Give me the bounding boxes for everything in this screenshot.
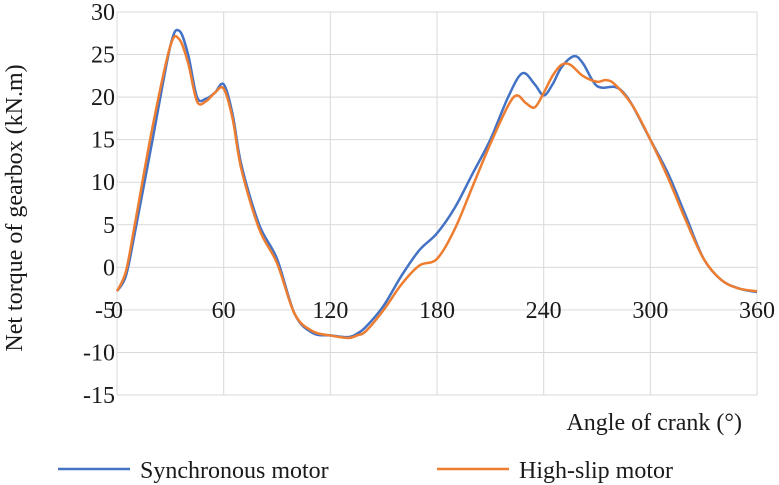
- x-tick-label: 120: [312, 298, 348, 324]
- x-tick-label: 180: [419, 298, 455, 324]
- x-tick-label: 300: [632, 298, 668, 324]
- x-tick-label: 0: [111, 298, 123, 324]
- x-axis-title: Angle of crank (°): [566, 410, 742, 436]
- y-tick-label: 30: [91, 0, 115, 26]
- x-tick-label: 60: [212, 298, 236, 324]
- y-tick-label: -5: [95, 298, 115, 324]
- y-tick-label: 0: [103, 255, 115, 281]
- y-axis-title: Net torque of gearbox (kN.m): [2, 64, 28, 351]
- x-tick-label: 240: [526, 298, 562, 324]
- y-tick-label: -15: [83, 383, 115, 409]
- gridlines: [116, 11, 758, 396]
- legend-label-high-slip-motor: High-slip motor: [519, 458, 673, 484]
- legend-label-synchronous-motor: Synchronous motor: [140, 458, 329, 484]
- series-line-high-slip-motor: [115, 34, 758, 340]
- y-tick-label: 20: [91, 85, 115, 111]
- y-tick-label: 15: [91, 128, 115, 154]
- legend: Synchronous motor High-slip motor: [58, 458, 673, 484]
- series-lines: [115, 28, 758, 340]
- y-tick-label: 10: [91, 170, 115, 196]
- y-tick-label: 5: [103, 213, 115, 239]
- y-tick-label: -10: [83, 340, 115, 366]
- y-tick-label: 25: [91, 43, 115, 69]
- x-tick-label: 360: [739, 298, 775, 324]
